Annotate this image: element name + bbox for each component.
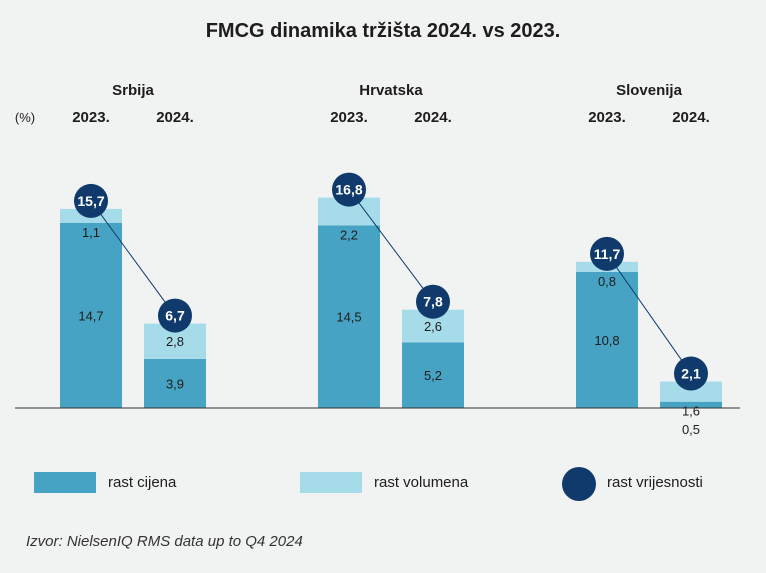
label-price-slovenija-2024: 0,5 <box>682 422 700 437</box>
connector-line-hrvatska <box>348 189 434 303</box>
group-label-srbija: Srbija <box>112 82 154 99</box>
year-label-hrvatska-2024: 2024. <box>414 109 452 126</box>
label-value-hrvatska-2023: 16,8 <box>335 182 362 198</box>
value-bubble-srbija-2023 <box>74 183 108 218</box>
group-label-slovenija: Slovenija <box>616 82 683 99</box>
bar-price-slovenija-2024 <box>660 401 722 408</box>
connector-line-srbija <box>90 200 176 316</box>
bar-price-srbija-2024 <box>144 358 206 408</box>
source-note: Izvor: NielsenIQ RMS data up to Q4 2024 <box>26 533 303 550</box>
chart-title: FMCG dinamika tržišta 2024. vs 2023. <box>205 20 561 42</box>
label-value-srbija-2023: 15,7 <box>77 193 104 209</box>
group-label-hrvatska: Hrvatska <box>359 82 423 99</box>
label-volume-slovenija-2024: 1,6 <box>682 404 700 419</box>
year-label-slovenija-2023: 2023. <box>588 109 626 126</box>
label-volume-hrvatska-2023: 2,2 <box>340 227 358 242</box>
value-bubble-hrvatska-2024 <box>416 284 450 319</box>
label-value-hrvatska-2024: 7,8 <box>423 294 443 310</box>
unit-label: (%) <box>15 110 35 125</box>
label-volume-slovenija-2023: 0,8 <box>598 274 616 289</box>
legend-swatch-value <box>562 467 596 501</box>
legend-label-price: rast cijena <box>108 474 177 491</box>
label-value-slovenija-2024: 2,1 <box>681 366 701 382</box>
label-price-slovenija-2023: 10,8 <box>594 333 619 348</box>
year-label-slovenija-2024: 2024. <box>672 109 710 126</box>
bar-volume-slovenija-2024 <box>660 381 722 402</box>
year-label-hrvatska-2023: 2023. <box>330 109 368 126</box>
label-value-srbija-2024: 6,7 <box>165 308 185 324</box>
bar-price-hrvatska-2024 <box>402 342 464 408</box>
value-bubble-slovenija-2024 <box>674 356 708 391</box>
label-price-hrvatska-2023: 14,5 <box>336 310 361 325</box>
legend-swatch-price <box>34 472 96 493</box>
value-bubble-slovenija-2023 <box>590 236 624 271</box>
legend-swatch-volume <box>300 472 362 493</box>
bar-price-hrvatska-2023 <box>318 225 380 408</box>
bar-price-slovenija-2023 <box>576 271 638 408</box>
connector-line-slovenija <box>606 253 692 374</box>
label-volume-srbija-2024: 2,8 <box>166 334 184 349</box>
label-price-hrvatska-2024: 5,2 <box>424 368 442 383</box>
label-price-srbija-2023: 14,7 <box>78 308 103 323</box>
legend-label-volume: rast volumena <box>374 474 469 491</box>
legend-label-value: rast vrijesnosti <box>607 474 703 491</box>
year-label-srbija-2023: 2023. <box>72 109 110 126</box>
value-bubble-hrvatska-2023 <box>332 172 366 207</box>
label-value-slovenija-2023: 11,7 <box>594 246 621 262</box>
label-volume-srbija-2023: 1,1 <box>82 225 100 240</box>
year-label-srbija-2024: 2024. <box>156 109 194 126</box>
label-price-srbija-2024: 3,9 <box>166 376 184 391</box>
value-bubble-srbija-2024 <box>158 298 192 333</box>
bar-price-srbija-2023 <box>60 222 122 408</box>
label-volume-hrvatska-2024: 2,6 <box>424 319 442 334</box>
